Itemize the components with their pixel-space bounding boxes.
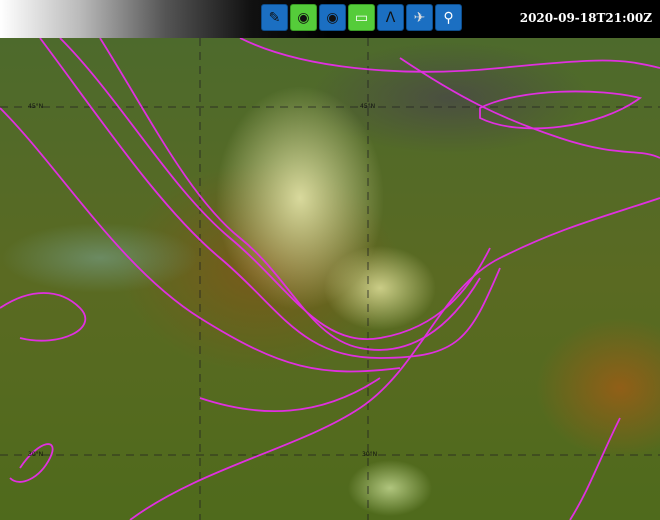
toolbar: ✎ ◉ ◉ ▭ Ʌ ✈ ⚲ bbox=[261, 4, 462, 31]
layers-button[interactable]: ▭ bbox=[348, 4, 375, 31]
contour-line bbox=[239, 38, 660, 73]
contours bbox=[0, 38, 660, 520]
globe-button[interactable]: ◉ bbox=[290, 4, 317, 31]
layers-panel-icon: ▭ bbox=[354, 9, 369, 26]
contour-line bbox=[199, 377, 381, 413]
contour-line bbox=[9, 443, 54, 483]
contour-line bbox=[129, 197, 660, 520]
contour-line bbox=[0, 107, 401, 373]
contour-line bbox=[0, 292, 87, 342]
contour-line bbox=[59, 38, 491, 340]
contour-line bbox=[479, 90, 643, 130]
search-button[interactable]: ⚲ bbox=[435, 4, 462, 31]
search-icon: ⚲ bbox=[443, 9, 454, 26]
satellite-button[interactable]: ✈ bbox=[406, 4, 433, 31]
contour-line bbox=[569, 417, 621, 520]
pencil-icon: ✎ bbox=[268, 9, 281, 26]
globe-icon: ◉ bbox=[326, 9, 339, 26]
lat-label: 30°N bbox=[28, 451, 44, 458]
globe-alt-button[interactable]: ◉ bbox=[319, 4, 346, 31]
lat-label: 30°N bbox=[362, 451, 378, 458]
contour-line bbox=[399, 57, 660, 159]
contour-line bbox=[39, 38, 501, 359]
globe-icon: ◉ bbox=[297, 9, 310, 26]
satellite-icon: ✈ bbox=[413, 9, 426, 26]
map-overlay bbox=[0, 38, 660, 520]
draw-button[interactable]: ✎ bbox=[261, 4, 288, 31]
satellite-map[interactable]: 45°N 45°N 30°N 30°N bbox=[0, 38, 660, 520]
measure-button[interactable]: Ʌ bbox=[377, 4, 404, 31]
contour-line bbox=[99, 38, 481, 351]
timestamp: 2020-09-18T21:00Z bbox=[519, 11, 652, 25]
lat-label: 45°N bbox=[360, 103, 376, 110]
compass-icon: Ʌ bbox=[385, 9, 396, 26]
lat-label: 45°N bbox=[28, 103, 44, 110]
